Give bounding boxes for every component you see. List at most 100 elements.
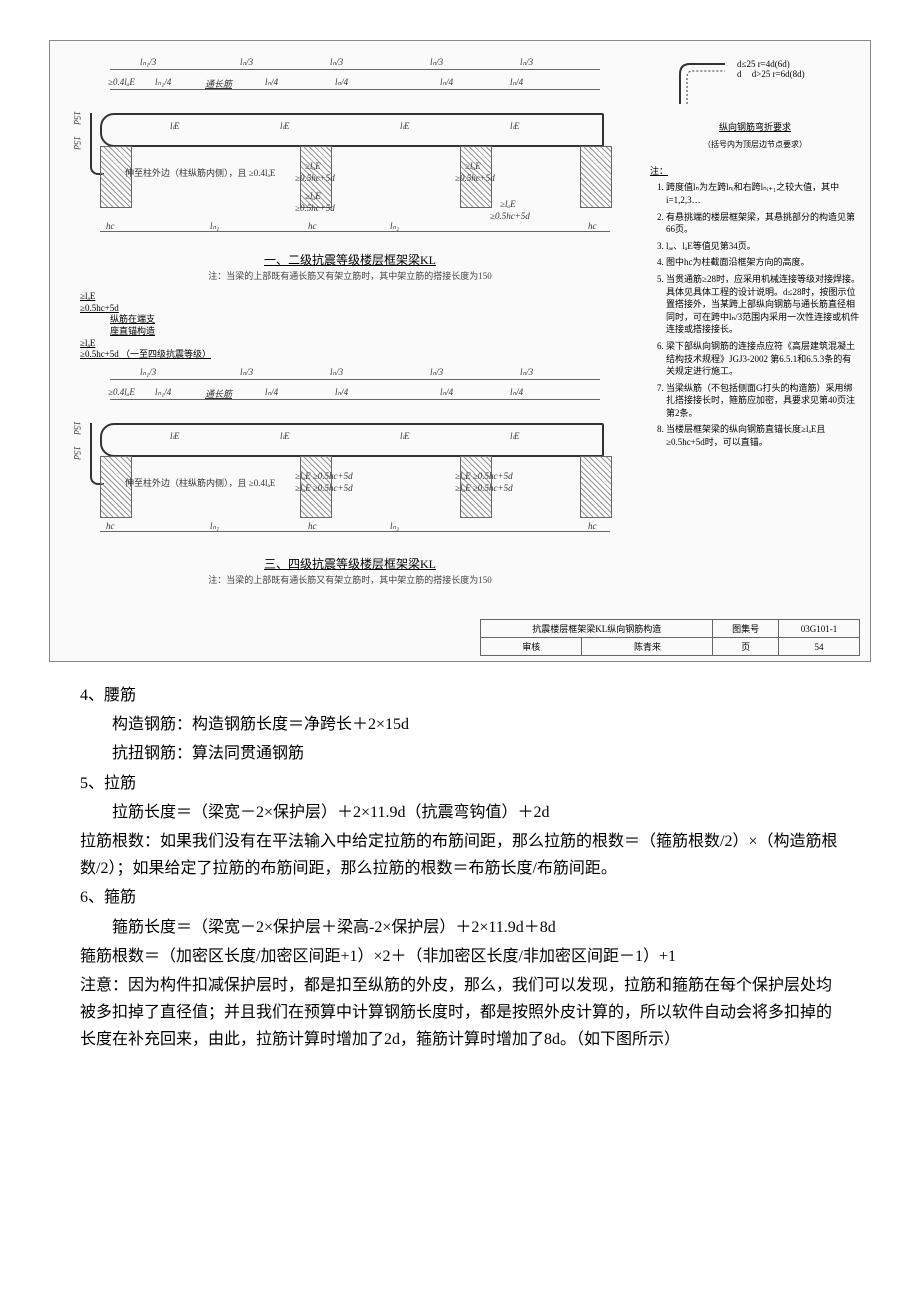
notes-list: 跨度值lₙ为左跨lₙᵢ和右跨lₙᵢ₊₁之较大值，其中i=1,2,3… 有悬挑端的… xyxy=(650,181,860,448)
note-item: 跨度值lₙ为左跨lₙᵢ和右跨lₙᵢ₊₁之较大值，其中i=1,2,3… xyxy=(666,181,860,206)
anchor-val: ≥0.5hc+5d xyxy=(295,203,335,213)
dim-label: lₙ/3 xyxy=(430,367,443,378)
bend-sub: （括号内为顶层边节点要求） xyxy=(650,139,860,150)
document-text: 4、腰筋 构造钢筋：构造钢筋长度＝净跨长＋2×15d 抗扭钢筋：算法同贯通钢筋 … xyxy=(80,682,840,1053)
section-title: 一、二级抗震等级楼层框架梁KL xyxy=(70,251,630,268)
side-line: 座直锚构造 xyxy=(110,326,155,336)
side-anchor-box: ≥lₐE ≥0.5hc+5d 纵筋在端支 座直锚构造 ≥lₐE ≥0.5hc+5… xyxy=(80,291,230,361)
tb-label: 图集号 xyxy=(713,620,779,638)
anchor-val: ≥0.5hc+5d xyxy=(295,173,335,183)
anchor-val: ≥0.5hc+5d xyxy=(490,211,530,221)
side-line: ≥0.5hc+5d xyxy=(80,349,119,359)
dim-label: lₙ/4 xyxy=(440,387,453,398)
dim-label: 通长筋 xyxy=(205,77,232,90)
tb-label: 页 xyxy=(713,638,779,656)
diagram-top-section: lₙ₁/3 lₙ/3 lₙ/3 lₙ/3 lₙ/3 ≥0.4lₐE lₙ₁/4 … xyxy=(70,51,630,311)
dim-label: 通长筋 xyxy=(205,387,232,400)
body-text: 构造钢筋：构造钢筋长度＝净跨长＋2×15d xyxy=(80,711,840,738)
right-notes: 纵向钢筋弯折要求 （括号内为顶层边节点要求） 注： 跨度值lₙ为左跨lₙᵢ和右跨… xyxy=(650,61,860,453)
inner-label: lₗE xyxy=(170,121,180,132)
side-line: ≥lₐE xyxy=(80,291,95,301)
anchor-note: 伸至柱外边（柱纵筋内侧），且 ≥0.4lₐE xyxy=(125,166,275,179)
section-title: 三、四级抗震等级楼层框架梁KL xyxy=(70,555,630,572)
side-line: （一至四级抗震等级） xyxy=(121,349,211,359)
dim-label: lₙ₁/4 xyxy=(155,387,171,398)
anchor-val: ≥lₐE xyxy=(500,199,516,209)
note-item: 当梁纵筋（不包括侧面G打头的构造筋）采用绑扎搭接接长时，箍筋应加密，具要求见第4… xyxy=(666,382,860,420)
hook-label: 15d xyxy=(72,421,82,435)
dim-label: ≥0.4lₐE xyxy=(108,77,135,87)
anchor-val: ≥lₐE ≥0.5hc+5d xyxy=(455,471,513,481)
dim-label: ≥0.4lₐE xyxy=(108,387,135,397)
dim-label: lₙ/3 xyxy=(520,57,533,68)
side-line: 纵筋在端支 xyxy=(110,314,155,324)
dim-label: lₙ/4 xyxy=(335,387,348,398)
body-text: 拉筋长度＝（梁宽－2×保护层）＋2×11.9d（抗震弯钩值）＋2d xyxy=(80,799,840,826)
dim-label: lₙ/3 xyxy=(520,367,533,378)
span-label: hc xyxy=(106,521,115,531)
anchor-val: ≥lₐE xyxy=(465,161,481,171)
section-note: 注：当梁的上部既有通长筋又有架立筋时，其中架立筋的搭接长度为150 xyxy=(70,573,630,586)
anchor-val: ≥lₐE ≥0.5hc+5d xyxy=(295,483,353,493)
dim-label: lₙ/3 xyxy=(240,57,253,68)
structural-diagram: lₙ₁/3 lₙ/3 lₙ/3 lₙ/3 lₙ/3 ≥0.4lₐE lₙ₁/4 … xyxy=(49,40,871,662)
dim-label: lₙ/4 xyxy=(265,387,278,398)
body-text: 箍筋长度＝（梁宽－2×保护层＋梁高-2×保护层）＋2×11.9d＋8d xyxy=(80,914,840,941)
anchor-val: ≥lₐE ≥0.5hc+5d xyxy=(455,483,513,493)
dim-label: lₙ₁/4 xyxy=(155,77,171,88)
anchor-note: 伸至柱外边（柱纵筋内侧），且 ≥0.4lₐE xyxy=(125,476,275,489)
diagram-bottom-section: lₙ₁/3 lₙ/3 lₙ/3 lₙ/3 lₙ/3 ≥0.4lₐE lₙ₁/4 … xyxy=(70,361,630,601)
dim-label: lₙ/3 xyxy=(430,57,443,68)
span-label: hc xyxy=(588,521,597,531)
dim-label: lₙ/4 xyxy=(510,77,523,88)
note-item: 有悬挑端的楼层框架梁，其悬挑部分的构造见第66页。 xyxy=(666,211,860,236)
hook-label: 15d xyxy=(72,111,82,125)
section-heading: 5、拉筋 xyxy=(80,770,840,797)
span-label: hc xyxy=(588,221,597,231)
dim-label: lₙ/3 xyxy=(240,367,253,378)
side-line: ≥lₐE xyxy=(80,338,95,348)
tb-code: 03G101-1 xyxy=(778,620,859,638)
note-item: 当贯通筋≥28时，应采用机械连接等级对接焊接。具体见具体工程的设计说明。d≤28… xyxy=(666,273,860,336)
note-item: lₐₑ、lₐE等值见第34页。 xyxy=(666,240,860,253)
anchor-val: ≥0.5hc+5d xyxy=(455,173,495,183)
tb-title: 抗震楼层框架梁KL纵向钢筋构造 xyxy=(481,620,713,638)
span-label: lₙ₁ xyxy=(210,221,219,232)
tb-page: 54 xyxy=(778,638,859,656)
anchor-val: ≥lₐE xyxy=(305,191,321,201)
body-text: 箍筋根数＝（加密区长度/加密区间距+1）×2＋（非加密区长度/非加密区间距－1）… xyxy=(80,943,840,970)
span-label: hc xyxy=(308,221,317,231)
side-line: ≥0.5hc+5d xyxy=(80,303,119,313)
span-label: lₙ₁ xyxy=(210,521,219,532)
span-label: hc xyxy=(106,221,115,231)
note-item: 当楼层框架梁的纵向钢筋直锚长度≥lₐE且≥0.5hc+5d时，可以直锚。 xyxy=(666,423,860,448)
span-label: lₙ₂ xyxy=(390,521,399,532)
tb-name: 陈青来 xyxy=(582,638,713,656)
inner-label: lₗE xyxy=(400,431,410,442)
dim-label: lₙ/4 xyxy=(510,387,523,398)
inner-label: lₗE xyxy=(170,431,180,442)
inner-label: lₗE xyxy=(510,121,520,132)
span-label: hc xyxy=(308,521,317,531)
body-text: 拉筋根数：如果我们没有在平法输入中给定拉筋的布筋间距，那么拉筋的根数＝（箍筋根数… xyxy=(80,828,840,882)
body-text: 抗扭钢筋：算法同贯通钢筋 xyxy=(80,740,840,767)
tb-label: 审核 xyxy=(481,638,582,656)
span-label: lₙ₂ xyxy=(390,221,399,232)
anchor-val: ≥lₐE ≥0.5hc+5d xyxy=(295,471,353,481)
hook-label: 15d xyxy=(72,136,82,150)
dim-label: lₙ/4 xyxy=(265,77,278,88)
hook-label: 15d xyxy=(72,446,82,460)
dim-label: lₙ₁/3 xyxy=(140,367,156,378)
section-heading: 4、腰筋 xyxy=(80,682,840,709)
inner-label: lₗE xyxy=(280,121,290,132)
dim-label: lₙ/3 xyxy=(330,367,343,378)
anchor-val: ≥lₐE xyxy=(305,161,321,171)
dim-label: lₙ/4 xyxy=(335,77,348,88)
bend-title: 纵向钢筋弯折要求 xyxy=(650,121,860,134)
inner-label: lₗE xyxy=(280,431,290,442)
note-item: 梁下部纵向钢筋的连接点应符《高层建筑混凝土结构技术规程》JGJ3-2002 第6… xyxy=(666,340,860,378)
note-item: 图中hc为柱截面沿框架方向的高度。 xyxy=(666,256,860,269)
body-text: 注意：因为构件扣减保护层时，都是扣至纵筋的外皮，那么，我们可以发现，拉筋和箍筋在… xyxy=(80,972,840,1054)
dim-label: lₙ/4 xyxy=(440,77,453,88)
section-note: 注：当梁的上部既有通长筋又有架立筋时，其中架立筋的搭接长度为150 xyxy=(70,269,630,282)
